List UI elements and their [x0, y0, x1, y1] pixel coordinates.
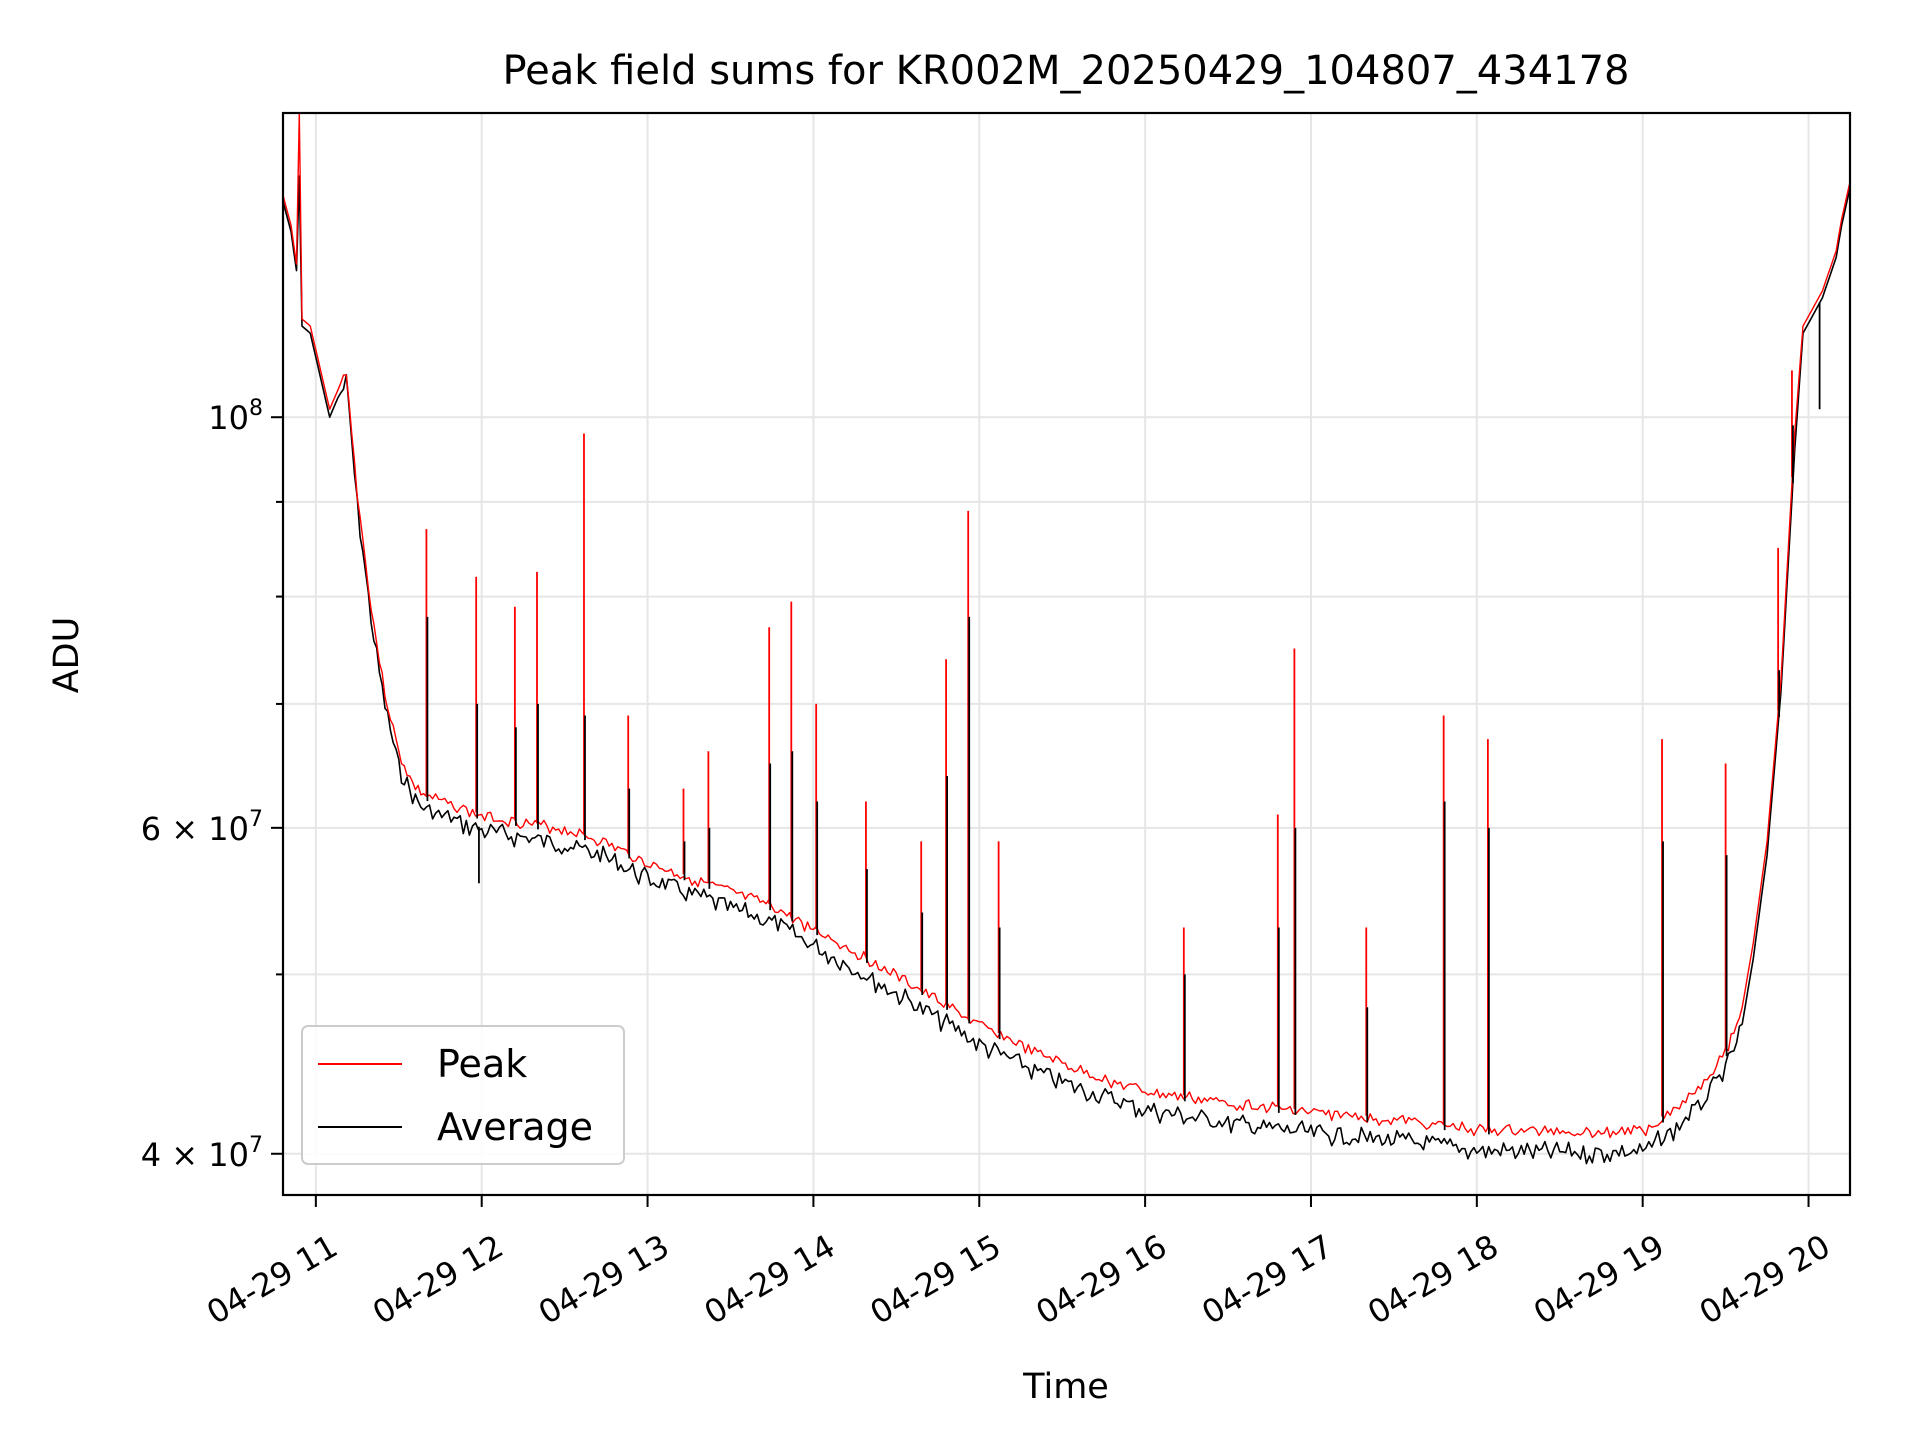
- legend: Peak Average: [301, 1025, 625, 1165]
- legend-label-average: Average: [437, 1105, 593, 1149]
- x-axis-label: Time: [1022, 1367, 1109, 1407]
- legend-box: [301, 1025, 625, 1165]
- x-tick-label: 04-29 17: [1195, 1227, 1339, 1332]
- x-tick-label: 04-29 12: [366, 1227, 510, 1332]
- ticks: 04-29 11 04-29 12 04-29 13 04-29 14 04-29 15…: [141, 396, 1837, 1332]
- x-tick-label: 04-29 16: [1030, 1227, 1174, 1332]
- y-tick-label: 4 × 107: [141, 1133, 263, 1174]
- grid: [283, 113, 1850, 1195]
- x-tick-label: 04-29 18: [1361, 1227, 1505, 1332]
- x-tick-label: 04-29 20: [1693, 1227, 1837, 1332]
- legend-label-peak: Peak: [437, 1042, 527, 1086]
- series-layer: [283, 113, 1850, 1165]
- y-tick-label: 6 × 107: [141, 807, 263, 848]
- plot-area-frame: [281, 111, 1852, 1197]
- chart-title: Peak field sums for KR002M_20250429_1048…: [502, 48, 1629, 94]
- x-tick-label: 04-29 13: [532, 1227, 676, 1332]
- y-axis-label: ADU: [47, 617, 87, 694]
- x-tick-label: 04-29 11: [200, 1227, 344, 1332]
- series-line-average: [283, 175, 1850, 1165]
- x-tick-label: 04-29 15: [864, 1227, 1008, 1332]
- x-tick-label: 04-29 19: [1527, 1227, 1671, 1332]
- x-tick-label: 04-29 14: [698, 1227, 842, 1332]
- y-tick-label: 108: [208, 396, 263, 437]
- series-line-peak: [283, 113, 1850, 1139]
